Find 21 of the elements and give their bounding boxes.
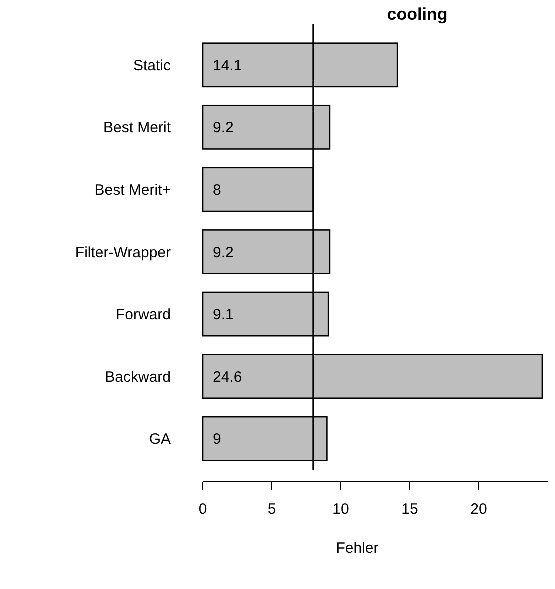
data-label: 9.2 (213, 244, 234, 262)
y-tick-label: Backward (105, 368, 171, 386)
data-label: 14.1 (213, 57, 242, 74)
y-tick-label: GA (149, 431, 171, 448)
y-tick-label: Forward (116, 306, 171, 324)
y-tick-label: Best Merit (103, 120, 172, 137)
data-label: 9.1 (213, 306, 234, 324)
y-tick-label: Filter-Wrapper (75, 244, 171, 262)
x-tick-label: 0 (198, 501, 208, 518)
x-tick-label: 5 (268, 501, 276, 518)
chart-title: cooling (387, 5, 448, 24)
x-axis-title: Fehler (336, 540, 379, 557)
data-label: 9.2 (213, 120, 234, 137)
x-tick-label: 10 (332, 501, 350, 518)
data-label: 24.6 (213, 368, 242, 386)
y-tick-label: Best Merit+ (94, 182, 172, 199)
x-tick-label: 20 (470, 501, 488, 518)
y-tick-label: Static (133, 57, 172, 74)
data-label: 9 (213, 431, 222, 448)
data-label: 8 (213, 182, 222, 199)
x-tick-label: 15 (402, 501, 418, 518)
